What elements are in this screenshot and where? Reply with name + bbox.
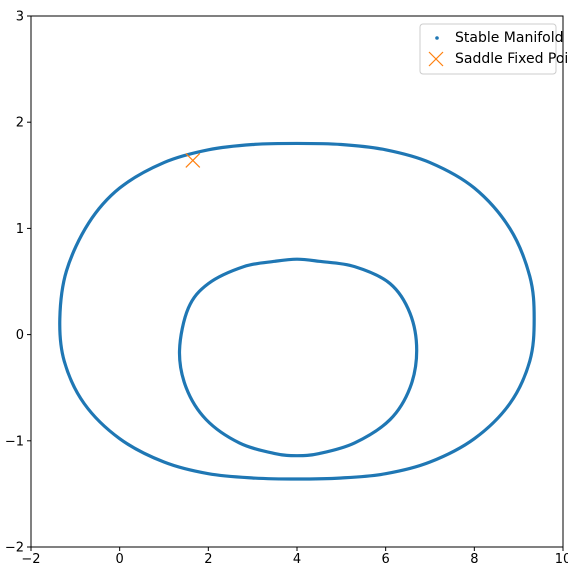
saddle-fixed-point-marker: [185, 153, 201, 168]
x-tick-label: 10: [555, 552, 568, 567]
y-tick-label: −2: [5, 541, 24, 556]
x-tick-label: −2: [21, 552, 40, 567]
x-tick-label: 0: [116, 552, 124, 567]
y-tick-label: 1: [16, 222, 24, 237]
legend-box: [419, 23, 557, 75]
saddle-fixed-point-legend-marker: [428, 51, 444, 67]
x-tick-label: 2: [204, 552, 212, 567]
ticks-layer: −2 0 2 4 6 8 10 −2 −1 0 1 2 3: [5, 10, 568, 567]
stable-manifold-inner-curve: [177, 257, 419, 458]
saddle-fixed-point-marker-stroke: [185, 153, 201, 168]
legend-label-stable-manifold: Stable Manifold: [455, 30, 564, 46]
y-tick-label: 3: [16, 10, 24, 25]
axes-frame: [30, 15, 564, 548]
stable-manifold-outer-curve: [58, 141, 536, 481]
y-tick-label: 0: [16, 328, 24, 343]
legend: Stable Manifold Saddle Fixed Point: [419, 23, 568, 75]
y-tick-label: 2: [16, 116, 24, 131]
x-tick-label: 6: [382, 552, 390, 567]
legend-label-saddle-fixed-point: Saddle Fixed Point: [455, 51, 568, 67]
series-layer: [58, 141, 536, 481]
x-tick-label: 4: [293, 552, 301, 567]
x-tick-label: 8: [470, 552, 478, 567]
stable-manifold-legend-marker: [435, 36, 439, 40]
y-tick-label: −1: [5, 434, 24, 449]
